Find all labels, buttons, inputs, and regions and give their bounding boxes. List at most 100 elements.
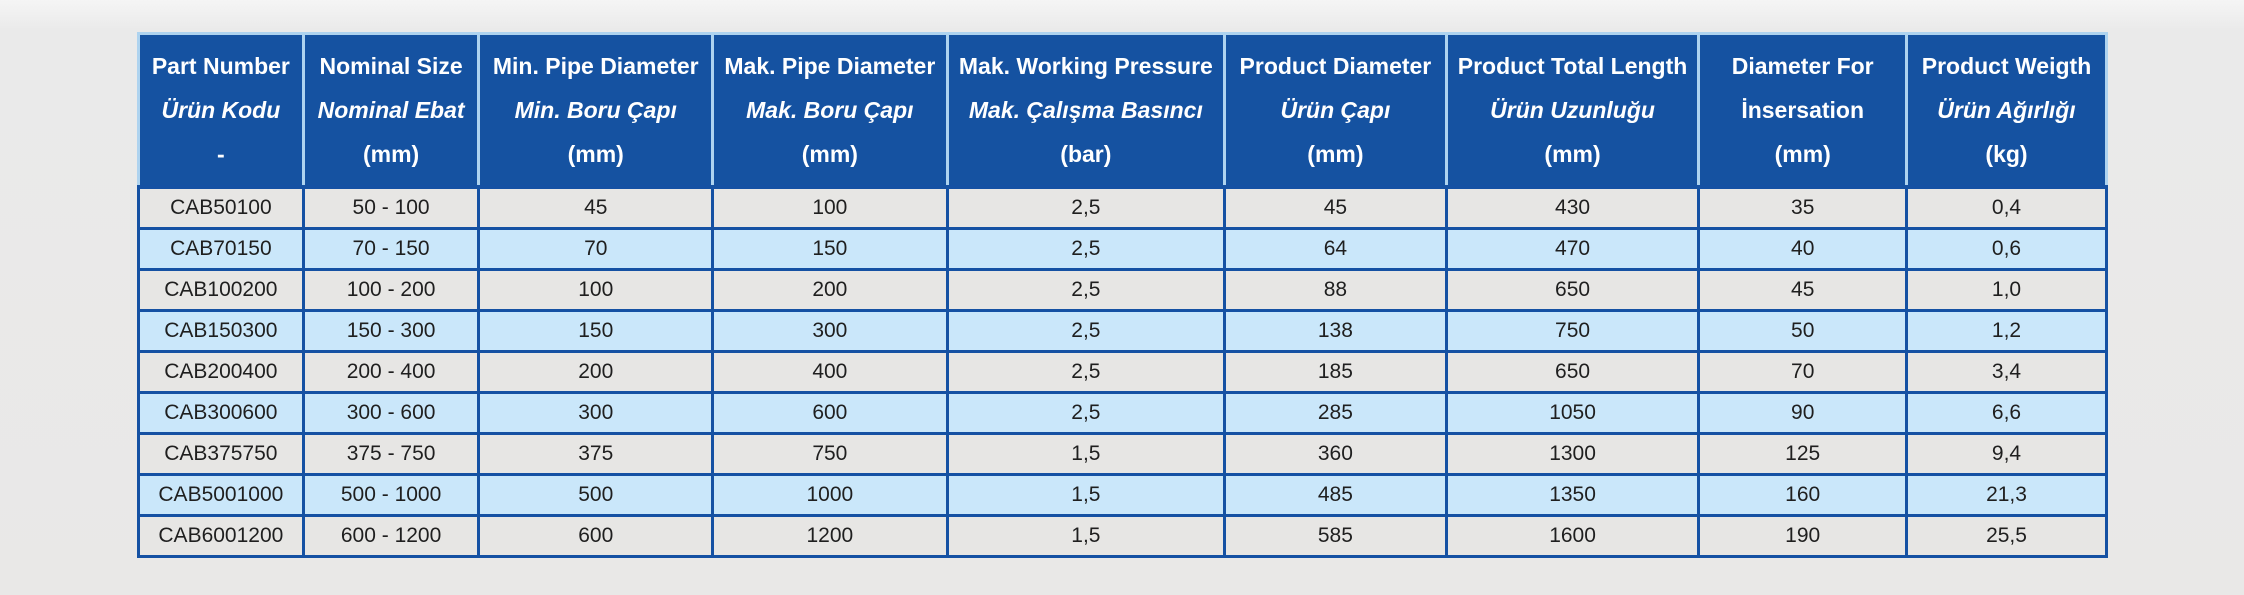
- table-cell-min-pipe-diameter: 600: [477, 514, 715, 558]
- table-cell-product-total-length: 1050: [1444, 391, 1701, 435]
- column-header-nominal-size: Nominal Size Nominal Ebat (mm): [301, 32, 481, 189]
- table-cell-mak-pipe-diameter: 300: [711, 309, 949, 353]
- column-header-mak-pipe-diameter: Mak. Pipe Diameter Mak. Boru Çapı (mm): [711, 32, 949, 189]
- table-cell-diameter-for: 190: [1697, 514, 1908, 558]
- table-cell-mak-pipe-diameter: 400: [711, 350, 949, 394]
- header-label-tr: Ürün Uzunluğu: [1490, 97, 1655, 123]
- table-cell-diameter-for: 35: [1697, 185, 1908, 230]
- table-cell-product-total-length: 650: [1444, 268, 1701, 312]
- table-cell-nominal-size: 300 - 600: [301, 391, 481, 435]
- table-cell-mak-pipe-diameter: 100: [711, 185, 949, 230]
- table-cell-part-number: CAB200400: [137, 350, 305, 394]
- column-header-part-number: Part Number Ürün Kodu -: [137, 32, 305, 189]
- table-cell-mak-pipe-diameter: 1000: [711, 473, 949, 517]
- table-cell-mak-working-pressure: 2,5: [945, 185, 1227, 230]
- table-row: CAB375750 375 - 750 375 750 1,5 360 1300 125 9,4: [137, 432, 2108, 476]
- column-header-mak-working-pressure: Mak. Working Pressure Mak. Çalışma Basınc…: [945, 32, 1227, 189]
- table-cell-part-number: CAB5001000: [137, 473, 305, 517]
- table-cell-part-number: CAB6001200: [137, 514, 305, 558]
- table-row: CAB150300 150 - 300 150 300 2,5 138 750 50 1,2: [137, 309, 2108, 353]
- table-cell-mak-pipe-diameter: 600: [711, 391, 949, 435]
- column-header-product-diameter: Product Diameter Ürün Çapı (mm): [1223, 32, 1448, 189]
- table-cell-part-number: CAB150300: [137, 309, 305, 353]
- table-cell-product-weigth: 3,4: [1905, 350, 2108, 394]
- header-label-tr: İnsersation: [1741, 97, 1865, 123]
- table-cell-product-diameter: 585: [1223, 514, 1448, 558]
- table-cell-part-number: CAB100200: [137, 268, 305, 312]
- column-header-product-total-length: Product Total Length Ürün Uzunluğu (mm): [1444, 32, 1701, 189]
- table-cell-mak-pipe-diameter: 150: [711, 227, 949, 271]
- header-unit: (mm): [801, 141, 858, 167]
- table-cell-product-weigth: 0,6: [1905, 227, 2108, 271]
- product-spec-table-container: Part Number Ürün Kodu - Nominal Size Nominal…: [137, 32, 2108, 558]
- header-label-tr: Mak. Çalışma Basıncı: [968, 97, 1203, 123]
- table-cell-nominal-size: 375 - 750: [301, 432, 481, 476]
- table-row: CAB6001200 600 - 1200 600 1200 1,5 585 1600 190…: [137, 514, 2108, 558]
- table-cell-diameter-for: 90: [1697, 391, 1908, 435]
- table-cell-product-diameter: 360: [1223, 432, 1448, 476]
- table-cell-diameter-for: 125: [1697, 432, 1908, 476]
- table-cell-product-total-length: 430: [1444, 185, 1701, 230]
- table-header: Part Number Ürün Kodu - Nominal Size Nominal…: [137, 32, 2108, 189]
- table-cell-product-weigth: 9,4: [1905, 432, 2108, 476]
- table-cell-nominal-size: 150 - 300: [301, 309, 481, 353]
- header-row: Part Number Ürün Kodu - Nominal Size Nominal…: [137, 32, 2108, 189]
- table-body: CAB50100 50 - 100 45 100 2,5 45 430 35 0,4 CAB701…: [137, 185, 2108, 558]
- table-row: CAB200400 200 - 400 200 400 2,5 185 650 70 3,4: [137, 350, 2108, 394]
- header-label-en: Product Weigth: [1921, 53, 2092, 79]
- table-cell-nominal-size: 500 - 1000: [301, 473, 481, 517]
- table-row: CAB70150 70 - 150 70 150 2,5 64 470 40 0,6: [137, 227, 2108, 271]
- table-cell-product-weigth: 21,3: [1905, 473, 2108, 517]
- header-label-en: Diameter For: [1731, 53, 1874, 79]
- table-cell-nominal-size: 100 - 200: [301, 268, 481, 312]
- table-cell-product-total-length: 1600: [1444, 514, 1701, 558]
- table-cell-part-number: CAB50100: [137, 185, 305, 230]
- table-cell-product-total-length: 1350: [1444, 473, 1701, 517]
- table-cell-diameter-for: 50: [1697, 309, 1908, 353]
- table-cell-nominal-size: 70 - 150: [301, 227, 481, 271]
- table-cell-diameter-for: 70: [1697, 350, 1908, 394]
- table-cell-product-weigth: 6,6: [1905, 391, 2108, 435]
- header-unit: (mm): [1774, 141, 1831, 167]
- table-cell-product-total-length: 650: [1444, 350, 1701, 394]
- table-cell-mak-working-pressure: 2,5: [945, 309, 1227, 353]
- table-cell-product-total-length: 1300: [1444, 432, 1701, 476]
- header-label-en: Mak. Working Pressure: [958, 53, 1213, 79]
- table-cell-product-diameter: 138: [1223, 309, 1448, 353]
- table-cell-diameter-for: 40: [1697, 227, 1908, 271]
- header-label-en: Min. Pipe Diameter: [492, 53, 699, 79]
- table-cell-mak-working-pressure: 1,5: [945, 473, 1227, 517]
- table-cell-mak-working-pressure: 2,5: [945, 227, 1227, 271]
- header-label-en: Product Total Length: [1457, 53, 1688, 79]
- table-cell-part-number: CAB70150: [137, 227, 305, 271]
- table-cell-mak-pipe-diameter: 200: [711, 268, 949, 312]
- table-cell-min-pipe-diameter: 300: [477, 391, 715, 435]
- header-label-tr: Min. Boru Çapı: [514, 97, 677, 123]
- table-cell-min-pipe-diameter: 200: [477, 350, 715, 394]
- table-cell-product-diameter: 88: [1223, 268, 1448, 312]
- header-unit: -: [217, 141, 225, 167]
- header-label-tr: Nominal Ebat: [317, 97, 465, 123]
- header-label-tr: Ürün Çapı: [1280, 97, 1391, 123]
- table-cell-diameter-for: 160: [1697, 473, 1908, 517]
- table-cell-min-pipe-diameter: 375: [477, 432, 715, 476]
- header-unit: (mm): [567, 141, 624, 167]
- header-unit: (mm): [1307, 141, 1364, 167]
- table-cell-product-diameter: 64: [1223, 227, 1448, 271]
- column-header-min-pipe-diameter: Min. Pipe Diameter Min. Boru Çapı (mm): [477, 32, 715, 189]
- table-cell-min-pipe-diameter: 70: [477, 227, 715, 271]
- header-unit: (bar): [1060, 141, 1112, 167]
- table-cell-min-pipe-diameter: 150: [477, 309, 715, 353]
- table-cell-part-number: CAB375750: [137, 432, 305, 476]
- table-row: CAB100200 100 - 200 100 200 2,5 88 650 45 1,0: [137, 268, 2108, 312]
- table-cell-mak-working-pressure: 2,5: [945, 268, 1227, 312]
- table-row: CAB5001000 500 - 1000 500 1000 1,5 485 1350 160…: [137, 473, 2108, 517]
- header-label-en: Mak. Pipe Diameter: [724, 53, 936, 79]
- header-unit: (mm): [1544, 141, 1601, 167]
- header-label-tr: Ürün Ağırlığı: [1937, 97, 2076, 123]
- table-cell-product-weigth: 0,4: [1905, 185, 2108, 230]
- table-cell-mak-working-pressure: 2,5: [945, 350, 1227, 394]
- table-cell-nominal-size: 200 - 400: [301, 350, 481, 394]
- table-row: CAB50100 50 - 100 45 100 2,5 45 430 35 0,4: [137, 185, 2108, 230]
